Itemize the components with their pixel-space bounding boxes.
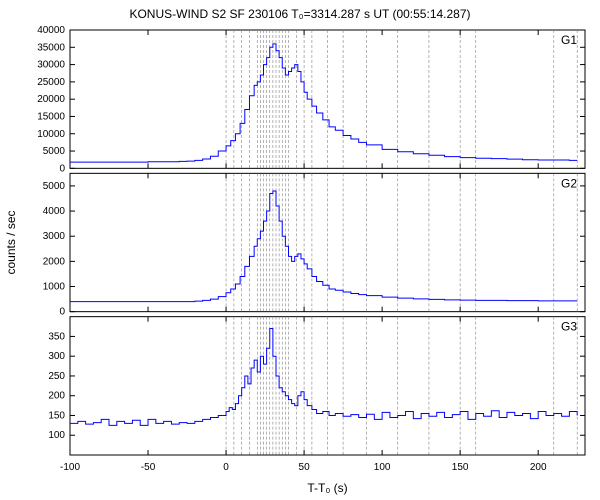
panel-label-g3: G3: [561, 320, 577, 334]
svg-text:4000: 4000: [43, 206, 66, 217]
series-g2: [70, 191, 577, 302]
svg-text:200: 200: [48, 391, 65, 402]
series-g1: [70, 44, 577, 162]
svg-text:25000: 25000: [37, 77, 65, 88]
svg-text:150: 150: [452, 462, 469, 473]
svg-text:100: 100: [48, 430, 65, 441]
svg-text:0: 0: [59, 307, 65, 318]
chart-svg: KONUS-WIND S2 SF 230106 T₀=3314.287 s UT…: [0, 0, 600, 500]
y-axis-label: counts / sec: [4, 210, 18, 274]
chart-container: KONUS-WIND S2 SF 230106 T₀=3314.287 s UT…: [0, 0, 600, 500]
svg-text:150: 150: [48, 410, 65, 421]
svg-text:0: 0: [223, 462, 229, 473]
svg-text:50: 50: [299, 462, 311, 473]
series-g3: [70, 329, 577, 426]
svg-text:30000: 30000: [37, 60, 65, 71]
svg-text:20000: 20000: [37, 94, 65, 105]
svg-text:0: 0: [59, 163, 65, 174]
svg-text:2000: 2000: [43, 256, 66, 267]
svg-text:250: 250: [48, 371, 65, 382]
chart-title: KONUS-WIND S2 SF 230106 T₀=3314.287 s UT…: [129, 7, 470, 21]
svg-text:-50: -50: [141, 462, 156, 473]
svg-text:10000: 10000: [37, 129, 65, 140]
svg-text:35000: 35000: [37, 42, 65, 53]
svg-text:1000: 1000: [43, 282, 66, 293]
svg-text:15000: 15000: [37, 111, 65, 122]
svg-text:3000: 3000: [43, 231, 66, 242]
panel-label-g2: G2: [561, 176, 577, 190]
svg-text:5000: 5000: [43, 181, 66, 192]
svg-text:350: 350: [48, 331, 65, 342]
svg-text:100: 100: [374, 462, 391, 473]
svg-text:40000: 40000: [37, 25, 65, 36]
svg-text:5000: 5000: [43, 146, 66, 157]
svg-text:200: 200: [530, 462, 547, 473]
panel-label-g1: G1: [561, 33, 577, 47]
svg-text:300: 300: [48, 351, 65, 362]
svg-text:-100: -100: [60, 462, 80, 473]
x-axis-label: T-T₀ (s): [307, 481, 347, 495]
